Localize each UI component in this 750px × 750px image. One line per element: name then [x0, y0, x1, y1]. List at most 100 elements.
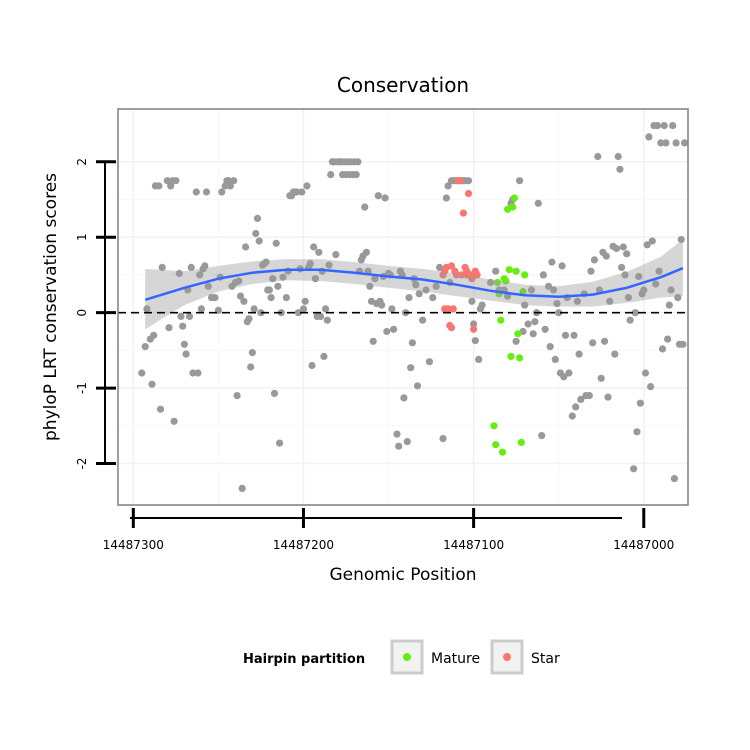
y-axis: -2 -1 0 1 2 — [75, 158, 116, 470]
data-point — [645, 133, 653, 141]
data-point — [143, 305, 151, 313]
data-point — [255, 237, 263, 245]
plot-panel-border — [117, 108, 689, 506]
data-point — [544, 282, 553, 290]
legend-entry-mature: Mature — [390, 639, 480, 675]
data-point — [447, 262, 456, 270]
y-tick-label: 2 — [75, 158, 89, 166]
data-point — [565, 369, 573, 377]
data-point — [177, 312, 185, 320]
data-point — [548, 258, 556, 266]
data-point — [316, 312, 325, 320]
data-point — [669, 122, 677, 130]
data-point — [674, 294, 682, 302]
data-point — [657, 139, 665, 147]
y-tick-label: -2 — [75, 458, 89, 470]
data-point — [185, 312, 194, 320]
data-point — [248, 349, 256, 357]
data-point — [497, 316, 505, 324]
data-point — [327, 171, 335, 179]
data-point — [194, 369, 202, 377]
data-point — [362, 248, 370, 256]
data-point — [635, 272, 643, 281]
chart-title: Conservation — [337, 73, 469, 97]
data-point — [618, 263, 626, 271]
data-point — [560, 373, 568, 381]
data-point — [621, 271, 629, 279]
data-point — [643, 241, 651, 249]
legend-swatch — [503, 653, 511, 661]
data-point — [270, 389, 279, 397]
data-point — [658, 345, 667, 353]
data-point — [235, 277, 243, 285]
data-point — [464, 189, 473, 198]
data-point — [505, 266, 513, 274]
data-point — [230, 177, 238, 185]
data-point — [568, 412, 576, 420]
data-point — [463, 271, 471, 279]
data-point — [624, 294, 633, 302]
data-point — [245, 315, 253, 323]
data-point — [442, 194, 450, 202]
data-point — [636, 399, 645, 407]
data-point — [352, 171, 360, 179]
data-point — [150, 331, 158, 339]
data-point — [590, 256, 599, 264]
data-point — [247, 363, 255, 371]
data-point — [432, 282, 440, 290]
data-point — [672, 139, 680, 147]
y-tick-label: 0 — [75, 309, 89, 317]
x-tick-label: 14487300 — [103, 538, 164, 552]
data-point — [647, 383, 655, 391]
data-point — [670, 475, 679, 483]
data-point — [269, 275, 277, 283]
data-point — [218, 188, 226, 196]
data-point — [492, 441, 500, 449]
data-point — [371, 275, 379, 283]
data-point — [510, 194, 518, 202]
data-point — [512, 337, 520, 345]
data-point — [274, 282, 282, 290]
data-point — [156, 405, 165, 413]
data-point — [422, 286, 430, 294]
data-point — [196, 271, 204, 279]
data-point — [534, 199, 542, 207]
data-point — [616, 165, 624, 173]
smooth-line — [144, 267, 684, 301]
data-point — [521, 271, 529, 279]
data-point — [640, 286, 648, 294]
data-point — [529, 330, 537, 338]
data-point — [573, 297, 582, 305]
data-point — [315, 248, 323, 256]
y-tick-label: -1 — [75, 382, 89, 394]
data-point — [179, 322, 187, 330]
legend: Hairpin partition Mature Star — [243, 639, 560, 675]
data-point — [507, 352, 515, 360]
data-point — [631, 309, 639, 317]
data-point — [299, 305, 308, 313]
y-axis-title: phyloP LRT conservation scores — [41, 173, 61, 441]
data-point — [514, 330, 522, 338]
data-point — [502, 277, 510, 285]
data-point — [468, 275, 476, 283]
data-point — [606, 297, 614, 305]
data-point — [527, 286, 536, 294]
data-point — [541, 325, 549, 333]
data-point — [516, 177, 524, 185]
data-point — [180, 340, 188, 348]
data-point — [366, 282, 374, 290]
data-point — [471, 337, 479, 345]
data-point — [623, 250, 631, 258]
legend-label: Mature — [431, 651, 480, 667]
data-point — [310, 243, 318, 251]
data-point — [301, 297, 309, 305]
data-point — [175, 269, 183, 277]
data-point — [378, 301, 386, 309]
smooth-fit — [144, 239, 684, 330]
data-point — [405, 294, 413, 302]
data-point — [648, 237, 656, 245]
data-point — [665, 301, 673, 309]
data-point — [400, 394, 408, 402]
data-point — [141, 343, 149, 351]
